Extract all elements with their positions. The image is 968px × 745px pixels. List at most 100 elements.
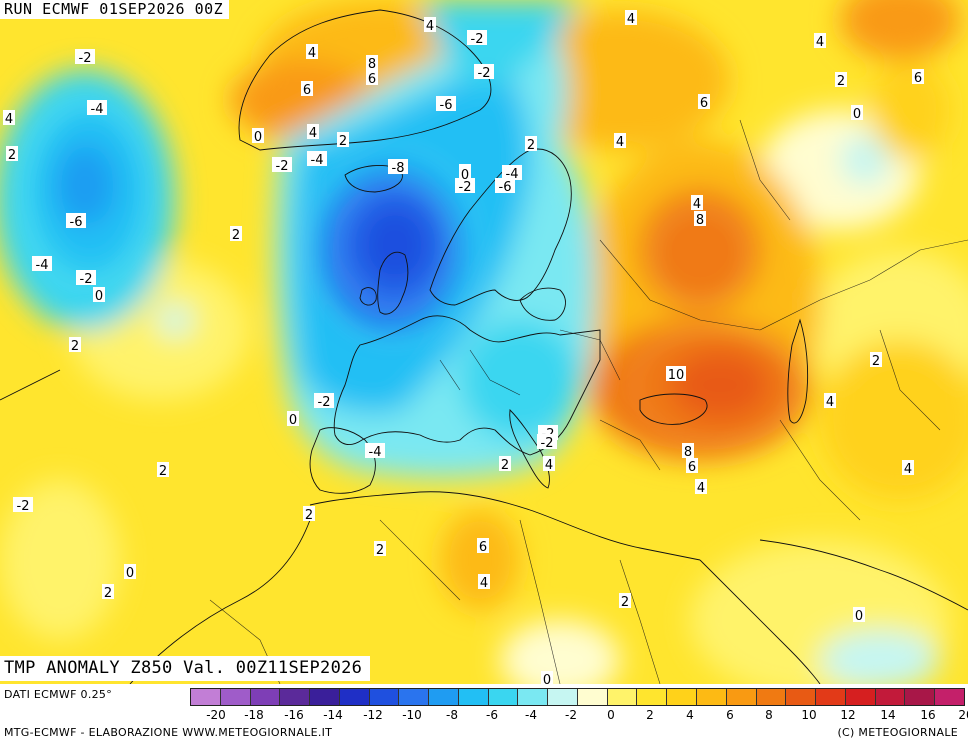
color-scale-swatch <box>369 689 400 705</box>
contour-label-bg <box>691 195 703 210</box>
contour-label-bg <box>851 105 863 120</box>
color-scale-tick: -8 <box>446 708 458 722</box>
color-scale-swatch <box>339 689 370 705</box>
color-scale-tick: -18 <box>244 708 264 722</box>
color-scale-tick: -20 <box>206 708 226 722</box>
contour-label: -4 <box>311 153 324 168</box>
contour-label-bg <box>474 64 494 79</box>
color-scale-swatch <box>429 689 459 705</box>
color-scale-tick: 14 <box>880 708 896 722</box>
color-scale-tick: -16 <box>284 708 304 722</box>
contour-label: 0 <box>461 168 469 183</box>
color-scale-swatch <box>816 689 846 705</box>
contour-label-bg <box>388 159 408 174</box>
color-scale-tick: 20 <box>958 708 968 722</box>
color-scale-swatch <box>875 689 906 705</box>
contour-label-bg <box>157 462 169 477</box>
contour-label: 2 <box>621 595 629 610</box>
contour-label: 4 <box>627 12 635 27</box>
borders <box>209 119 968 684</box>
contour-label: 6 <box>479 540 487 555</box>
contour-label: -2 <box>276 159 289 174</box>
map-canvas: -24488-262-444-264246-62060-4-2-4-8482-6… <box>0 0 968 684</box>
contour-label-bg <box>424 17 436 32</box>
contour-label-bg <box>252 128 264 143</box>
color-scale-swatch <box>845 689 876 705</box>
contour-label-bg <box>287 411 299 426</box>
color-scale-swatch <box>607 689 638 705</box>
contour-label-bg <box>502 165 522 180</box>
contour-label: 6 <box>914 71 922 86</box>
contour-label: 0 <box>853 107 861 122</box>
contour-label-bg <box>666 366 686 381</box>
contour-label: 0 <box>126 566 134 581</box>
contour-label: 8 <box>684 445 692 460</box>
map-title: TMP ANOMALY Z850 Val. 00Z11SEP2026 <box>0 656 371 681</box>
color-scale-tick: 2 <box>646 708 654 722</box>
contour-label: 8 <box>368 57 376 72</box>
contour-label-bg <box>301 81 313 96</box>
contour-label-bg <box>307 124 319 139</box>
contour-label-bg <box>694 211 706 226</box>
contour-label: 2 <box>232 228 240 243</box>
contour-label-bg <box>619 593 631 608</box>
color-scale-swatch <box>220 689 251 705</box>
contour-label: -2 <box>541 436 554 451</box>
color-scale-tick: -12 <box>363 708 383 722</box>
contour-label: 10 <box>668 368 685 383</box>
contour-label-bg <box>6 146 18 161</box>
contour-label: -2 <box>318 395 331 410</box>
contour-label: 4 <box>816 35 824 50</box>
contour-label: 4 <box>480 576 488 591</box>
color-scale-swatch <box>667 689 698 705</box>
contour-label: 4 <box>616 135 624 150</box>
color-scale-swatch <box>488 689 519 705</box>
color-scale-swatch <box>637 689 668 705</box>
anomaly-map[interactable]: -24488-262-444-264246-62060-4-2-4-8482-6… <box>0 0 968 684</box>
color-scale-swatch <box>905 689 936 705</box>
color-scale-swatch <box>935 689 964 705</box>
contour-label: 6 <box>700 96 708 111</box>
contour-label-bg <box>3 110 15 125</box>
contour-label-bg <box>682 443 694 458</box>
contour-label: -4 <box>369 445 382 460</box>
contour-label-bg <box>66 213 86 228</box>
contour-label: -2 <box>80 272 93 287</box>
contour-label: -2 <box>471 32 484 47</box>
contour-label: 0 <box>95 289 103 304</box>
contour-label: -6 <box>499 180 512 195</box>
color-scale-tick: -6 <box>486 708 498 722</box>
color-scale-tick: 10 <box>801 708 817 722</box>
contour-label-bg <box>93 287 105 302</box>
contour-label-bg <box>337 132 349 147</box>
contour-label: 2 <box>71 339 79 354</box>
color-scale-tick: 6 <box>726 708 734 722</box>
contour-label: 4 <box>309 126 317 141</box>
contour-label-bg <box>230 226 242 241</box>
contour-label: 2 <box>872 354 880 369</box>
contour-label-bg <box>306 44 318 59</box>
contour-label-bg <box>814 33 826 48</box>
color-scale-swatch <box>250 689 281 705</box>
color-scale-tick: 4 <box>686 708 694 722</box>
contour-label-bg <box>314 393 334 408</box>
contour-label: 4 <box>904 462 912 477</box>
color-scale-swatch <box>458 689 489 705</box>
contour-label-bg <box>912 69 924 84</box>
contour-label: 2 <box>837 74 845 89</box>
contour-label: -8 <box>392 161 405 176</box>
contour-label-bg <box>124 564 136 579</box>
contour-label-bg <box>870 352 882 367</box>
contour-label: -2 <box>459 180 472 195</box>
color-scale-ticks: -20 -18 -16 -14 -12 -10 -8 -6 -4 -2 0 2 4 6 8 10 12 14 16 2… <box>190 708 968 722</box>
color-scale <box>190 688 965 706</box>
contour-label: 2 <box>339 134 347 149</box>
contour-label: -2 <box>17 499 30 514</box>
contour-label-bg <box>303 506 315 521</box>
contour-label: -6 <box>440 98 453 113</box>
contour-label: 2 <box>376 543 384 558</box>
contour-label: 2 <box>527 138 535 153</box>
contour-label-bg <box>525 136 537 151</box>
contour-label: 2 <box>104 586 112 601</box>
